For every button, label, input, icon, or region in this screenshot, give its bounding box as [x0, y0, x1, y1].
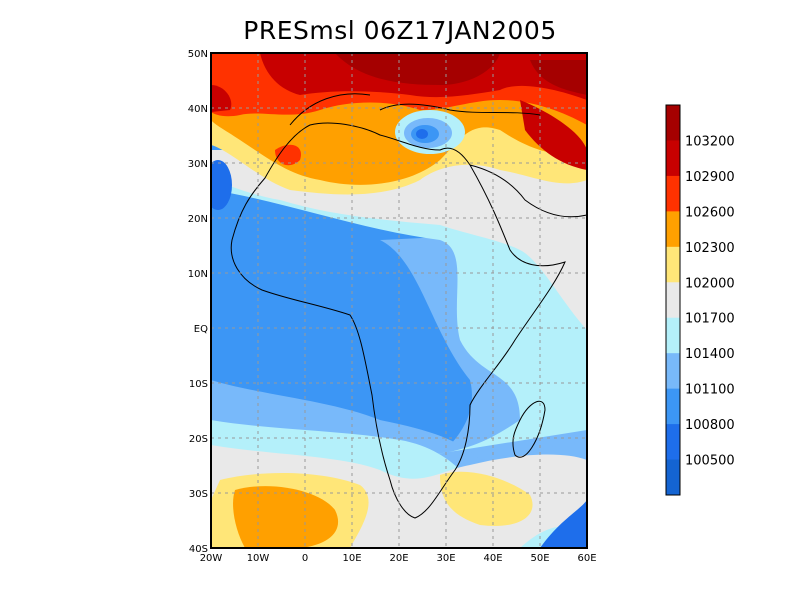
- coastline: [230, 93, 587, 519]
- colorbar-label: 102900: [685, 170, 735, 185]
- colorbar-label: 102300: [685, 241, 735, 256]
- y-tick-label: 30S: [189, 489, 208, 500]
- x-tick-label: 60E: [577, 553, 596, 564]
- x-tick-label: 30E: [436, 553, 455, 564]
- colorbar-swatch: [666, 388, 680, 425]
- colorbar-label: 103200: [685, 134, 735, 149]
- shade-dark-red: [335, 53, 500, 85]
- y-tick-label: 20N: [188, 214, 208, 225]
- colorbar-frame: [665, 104, 681, 496]
- x-tick-label: 10E: [342, 553, 361, 564]
- colorbar-swatch: [666, 105, 680, 141]
- colorbar-swatch: [666, 424, 680, 461]
- colorbar-label: 100500: [685, 454, 735, 469]
- y-tick-label: 50N: [188, 49, 208, 60]
- colorbar-swatch: [666, 459, 680, 496]
- colorbar-label: 100800: [685, 418, 735, 433]
- plot-title: PRESmsl 06Z17JAN2005: [243, 16, 557, 45]
- colorbar-swatch: [666, 317, 680, 354]
- colorbar-swatch: [666, 140, 680, 177]
- x-tick-label: 50E: [530, 553, 549, 564]
- colorbar-label: 101100: [685, 383, 735, 398]
- colorbar-swatch: [666, 211, 680, 248]
- x-tick-label: 20E: [389, 553, 408, 564]
- x-tick-label: 10W: [247, 553, 270, 564]
- x-tick-label: 40E: [483, 553, 502, 564]
- y-tick-label: 40N: [188, 104, 208, 115]
- x-tick-label: 20W: [200, 553, 223, 564]
- colorbar-label: 101400: [685, 347, 735, 362]
- map-frame: [210, 52, 588, 549]
- colorbar-label: 102600: [685, 205, 735, 220]
- pressure-field: [211, 53, 587, 548]
- colorbar-label: 102000: [685, 276, 735, 291]
- y-tick-label: 10S: [189, 379, 208, 390]
- x-tick-label: 0: [302, 553, 308, 564]
- colorbar-swatch: [666, 246, 680, 283]
- colorbar-swatch: [666, 353, 680, 390]
- colorbar: 103200 102900 102600 102300 102000 101700 1014…: [665, 104, 735, 496]
- colorbar-label: 101700: [685, 312, 735, 327]
- colorbar-swatch: [666, 175, 680, 212]
- y-tick-label: EQ: [194, 324, 208, 335]
- y-tick-label: 20S: [189, 434, 208, 445]
- colorbar-swatch: [666, 282, 680, 319]
- y-tick-label: 10N: [188, 269, 208, 280]
- y-tick-label: 30N: [188, 159, 208, 170]
- y-tick-label: 40S: [189, 544, 208, 555]
- grid-lines: [211, 53, 587, 548]
